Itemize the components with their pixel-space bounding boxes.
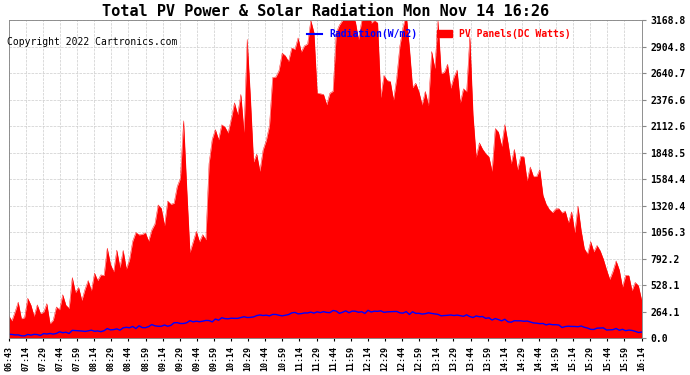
Legend: Radiation(W/m2), PV Panels(DC Watts): Radiation(W/m2), PV Panels(DC Watts) [303,25,575,43]
Text: Copyright 2022 Cartronics.com: Copyright 2022 Cartronics.com [7,37,177,47]
Title: Total PV Power & Solar Radiation Mon Nov 14 16:26: Total PV Power & Solar Radiation Mon Nov… [101,4,549,19]
